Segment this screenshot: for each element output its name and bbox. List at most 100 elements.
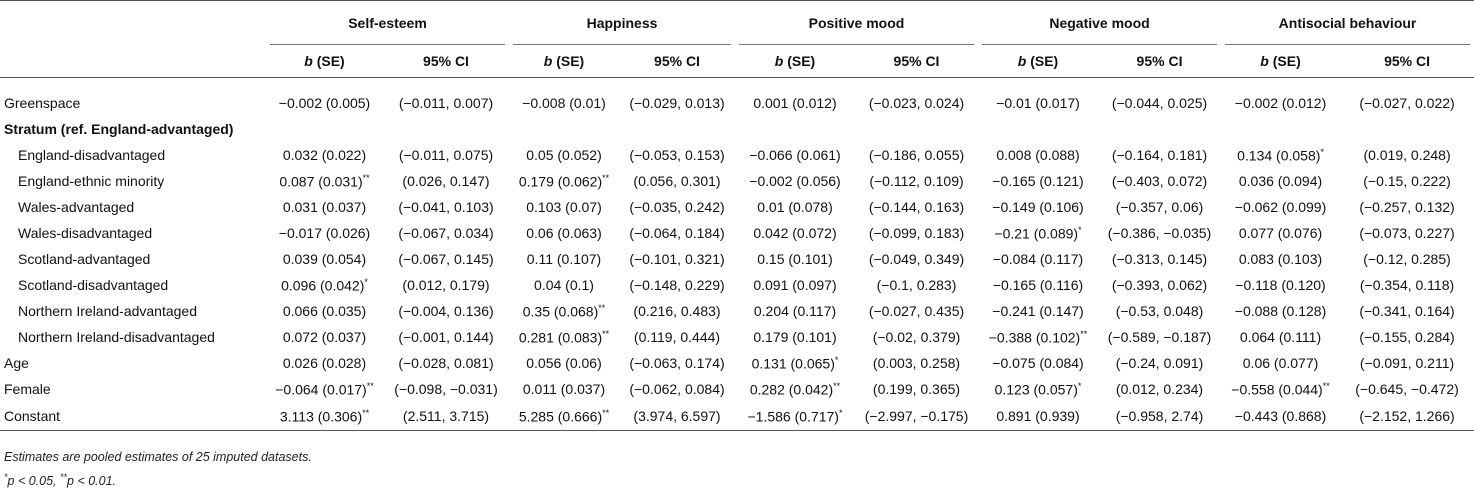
ci-cell: (−0.164, 0.181): [1098, 142, 1221, 168]
ci-cell: (−0.063, 0.174): [619, 350, 735, 376]
estimate-cell: −0.066 (0.061): [735, 142, 855, 168]
ci-cell: (−0.067, 0.145): [383, 246, 509, 272]
table-row: Female −0.064 (0.017)** (−0.098, −0.031) 0.…: [0, 376, 1474, 402]
ci-cell: (−0.112, 0.109): [855, 168, 978, 194]
ci-cell: (−0.062, 0.084): [619, 376, 735, 402]
estimate-cell: −0.002 (0.012): [1221, 90, 1340, 116]
ci-cell: (−0.064, 0.184): [619, 220, 735, 246]
subheader-se-text: (SE): [312, 53, 345, 69]
estimate-cell: −0.064 (0.017)**: [266, 376, 383, 402]
table-notes: Estimates are pooled estimates of 25 imp…: [4, 447, 312, 491]
ci-cell: (−0.53, 0.048): [1098, 298, 1221, 324]
cell-value: (−0.041, 0.103): [398, 199, 494, 215]
estimate-cell: −0.088 (0.128): [1221, 298, 1340, 324]
cell-value: 0.281 (0.083): [518, 329, 603, 346]
significance-mark: *: [1078, 224, 1082, 235]
table-row: Constant 3.113 (0.306)** (2.511, 3.715) 5.2…: [0, 402, 1474, 431]
cell-value: (−0.386, −0.035): [1107, 225, 1212, 241]
estimate-cell: −0.149 (0.106): [978, 194, 1098, 220]
ci-cell: (−0.1, 0.283): [855, 272, 978, 298]
cell-value: −1.586 (0.717): [747, 408, 839, 425]
ci-cell: (−0.049, 0.349): [855, 246, 978, 272]
estimate-cell: 0.131 (0.065)*: [735, 350, 855, 376]
subheader-ci: 95% CI: [1340, 45, 1474, 78]
group-header-happiness: Happiness: [509, 0, 735, 45]
estimate-cell: −0.01 (0.017): [978, 90, 1098, 116]
ci-cell: (−0.067, 0.034): [383, 220, 509, 246]
table-row: Age 0.026 (0.028) (−0.028, 0.081) 0.056 (0.…: [0, 350, 1474, 376]
cell-value: −0.149 (0.106): [992, 199, 1084, 215]
estimate-cell: 0.05 (0.052): [509, 142, 619, 168]
ci-cell: (0.026, 0.147): [383, 168, 509, 194]
estimate-cell: −0.165 (0.121): [978, 168, 1098, 194]
cell-value: −0.075 (0.084): [992, 355, 1084, 371]
cell-value: 0.04 (0.1): [534, 277, 594, 293]
cell-value: (0.019, 0.248): [1363, 147, 1451, 163]
sub-header-row: b (SE) 95% CI b (SE) 95% CI b (SE) 95% CI b (S…: [0, 45, 1474, 78]
ci-cell: (−0.386, −0.035): [1098, 220, 1221, 246]
section-label: Stratum (ref. England-advantaged): [4, 121, 234, 137]
estimate-cell: −0.002 (0.056): [735, 168, 855, 194]
cell-value: (−0.011, 0.007): [398, 95, 494, 111]
cell-value: 0.179 (0.062): [518, 173, 603, 190]
subheader-b-symbol: b: [1260, 53, 1269, 69]
cell-value: (−0.063, 0.174): [629, 355, 725, 371]
estimate-cell: 0.15 (0.101): [735, 246, 855, 272]
ci-cell: (0.012, 0.234): [1098, 376, 1221, 402]
estimate-cell: 0.891 (0.939): [978, 402, 1098, 431]
cell-value: 3.113 (0.306): [279, 408, 363, 425]
ci-cell: (−0.099, 0.183): [855, 220, 978, 246]
cell-value: (−2.152, 1.266): [1359, 408, 1455, 424]
spacer-row: [0, 78, 1474, 91]
cell-value: (−0.067, 0.145): [398, 251, 494, 267]
table-row: Scotland-advantaged 0.039 (0.054) (−0.067,…: [0, 246, 1474, 272]
table-row: Wales-advantaged 0.031 (0.037) (−0.041, 0.…: [0, 194, 1474, 220]
ci-cell: (−0.091, 0.211): [1340, 350, 1474, 376]
ci-cell: (−0.035, 0.242): [619, 194, 735, 220]
ci-cell: (−0.645, −0.472): [1340, 376, 1474, 402]
estimate-cell: −0.443 (0.868): [1221, 402, 1341, 431]
cell-value: 0.282 (0.042): [749, 381, 834, 398]
estimate-cell: −0.075 (0.084): [978, 350, 1098, 376]
ci-cell: (2.511, 3.715): [383, 402, 509, 431]
significance-mark: **: [602, 172, 610, 183]
group-header-antisocial-behaviour: Antisocial behaviour: [1221, 0, 1474, 45]
cell-value: −0.443 (0.868): [1234, 408, 1327, 424]
cell-value: (−2.997, −0.175): [864, 408, 969, 424]
subheader-b-se: b (SE): [509, 45, 619, 78]
ci-cell: (−0.144, 0.163): [855, 194, 978, 220]
estimate-cell: 0.036 (0.094): [1221, 168, 1340, 194]
group-header-positive-mood: Positive mood: [735, 0, 978, 45]
cell-value: −0.165 (0.116): [992, 277, 1084, 293]
cell-value: −0.066 (0.061): [749, 147, 841, 163]
cell-value: 0.036 (0.094): [1238, 173, 1323, 189]
cell-value: −0.064 (0.017): [275, 381, 367, 398]
subheader-b-symbol: b: [304, 53, 313, 69]
estimate-cell: −0.388 (0.102)**: [978, 324, 1098, 350]
cell-value: (−0.589, −0.187): [1107, 329, 1212, 345]
subheader-ci: 95% CI: [619, 45, 735, 78]
cell-value: −0.017 (0.026): [278, 225, 371, 241]
cell-value: (0.056, 0.301): [633, 173, 721, 189]
estimate-cell: −0.084 (0.117): [978, 246, 1098, 272]
significance-mark: **: [602, 407, 610, 418]
cell-value: (−0.053, 0.153): [629, 147, 725, 163]
ci-cell: (−0.004, 0.136): [383, 298, 509, 324]
significance-mark: **: [1080, 328, 1088, 339]
cell-value: (−0.403, 0.072): [1111, 173, 1208, 189]
estimate-cell: 0.087 (0.031)**: [266, 168, 383, 194]
cell-value: −0.21 (0.089): [994, 225, 1079, 242]
estimate-cell: 0.091 (0.097): [735, 272, 855, 298]
cell-value: −0.558 (0.044): [1231, 381, 1323, 398]
ci-cell: (−0.098, −0.031): [383, 376, 509, 402]
cell-value: 0.087 (0.031): [279, 173, 363, 190]
cell-value: 0.083 (0.103): [1238, 251, 1323, 267]
cell-value: (−0.645, −0.472): [1355, 381, 1459, 397]
ci-cell: (−0.24, 0.091): [1098, 350, 1221, 376]
estimate-cell: −1.586 (0.717)*: [735, 402, 855, 431]
cell-value: 0.032 (0.022): [282, 147, 367, 163]
estimate-cell: 0.042 (0.072): [735, 220, 855, 246]
cell-value: (−0.24, 0.091): [1115, 355, 1204, 371]
results-table: Self-esteem Happiness Positive mood Nega…: [0, 0, 1474, 431]
